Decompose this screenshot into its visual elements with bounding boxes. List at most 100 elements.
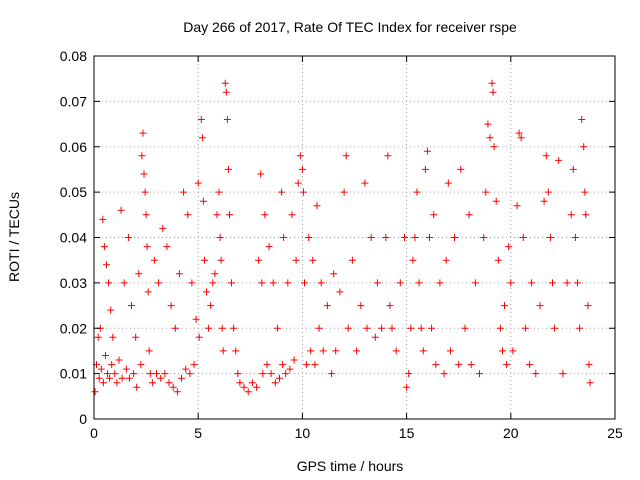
- data-point: [396, 279, 404, 287]
- data-point: [578, 116, 586, 123]
- data-point: [430, 211, 438, 219]
- data-point: [118, 374, 126, 382]
- data-point: [255, 256, 263, 264]
- data-point: [505, 243, 513, 251]
- data-point: [167, 302, 175, 310]
- data-point: [309, 256, 317, 264]
- data-point: [240, 383, 248, 391]
- data-point: [484, 120, 492, 128]
- data-point: [549, 279, 556, 287]
- data-point: [150, 256, 158, 264]
- data-point: [122, 365, 130, 373]
- data-point: [171, 324, 179, 332]
- data-point: [186, 370, 194, 378]
- data-point: [132, 333, 140, 341]
- data-point: [178, 374, 185, 382]
- data-point: [236, 379, 244, 387]
- data-point: [471, 279, 479, 287]
- data-point: [417, 324, 425, 332]
- data-point: [207, 302, 215, 310]
- data-point: [496, 324, 504, 332]
- data-point: [580, 143, 588, 151]
- data-point: [142, 211, 150, 219]
- grid-lines: [94, 56, 615, 419]
- data-point: [515, 129, 523, 137]
- data-point: [544, 188, 552, 196]
- data-point: [257, 170, 265, 178]
- data-point: [509, 347, 517, 355]
- data-point: [133, 383, 141, 391]
- data-point: [490, 143, 498, 151]
- data-point: [361, 179, 369, 187]
- data-point: [117, 206, 125, 214]
- data-point: [371, 333, 379, 341]
- data-point: [330, 270, 338, 278]
- y-axis-label: ROTI / TECUs: [6, 192, 22, 282]
- data-point: [288, 211, 296, 219]
- data-point: [403, 383, 411, 391]
- data-point: [163, 243, 171, 251]
- data-point: [201, 256, 208, 264]
- data-point: [428, 324, 436, 332]
- data-point: [353, 347, 361, 355]
- data-point: [284, 279, 292, 287]
- data-point: [409, 256, 417, 264]
- data-point: [157, 374, 165, 382]
- data-point: [323, 302, 331, 310]
- data-point: [190, 361, 198, 369]
- y-tick-label: 0.06: [60, 139, 87, 155]
- x-tick-label: 0: [90, 425, 98, 441]
- data-point: [517, 134, 525, 142]
- data-point: [536, 302, 544, 310]
- data-point: [139, 129, 147, 137]
- y-tick-label: 0.05: [60, 184, 87, 200]
- data-point: [332, 347, 340, 355]
- data-point: [423, 147, 431, 155]
- data-point: [244, 388, 252, 396]
- data-point: [109, 333, 117, 341]
- data-point: [234, 370, 242, 378]
- data-point: [446, 347, 454, 355]
- x-tick-label: 25: [607, 425, 623, 441]
- data-point: [494, 256, 502, 264]
- data-point: [192, 315, 200, 323]
- data-point: [388, 324, 396, 332]
- data-point: [513, 202, 521, 210]
- data-point: [348, 256, 356, 264]
- data-point: [188, 279, 196, 287]
- data-point: [392, 347, 400, 355]
- data-point: [219, 347, 227, 355]
- data-point: [175, 270, 183, 278]
- data-point: [111, 370, 119, 378]
- data-point: [486, 134, 494, 142]
- data-point: [221, 79, 229, 87]
- y-tick-label: 0: [79, 411, 87, 427]
- data-point: [258, 279, 266, 287]
- data-point: [282, 370, 290, 378]
- data-point: [113, 379, 121, 387]
- data-point: [141, 188, 149, 196]
- data-points: [91, 79, 594, 396]
- data-point: [267, 370, 275, 378]
- data-point: [138, 152, 146, 160]
- data-point: [279, 361, 287, 369]
- data-point: [128, 302, 135, 310]
- x-tick-label: 20: [503, 425, 519, 441]
- data-point: [307, 347, 315, 355]
- data-point: [165, 379, 173, 387]
- data-point: [567, 211, 575, 219]
- data-point: [140, 170, 148, 178]
- y-tick-labels: 0 0.01 0.02 0.03 0.04 0.05 0.06 0.07 0.08: [60, 48, 87, 427]
- data-point: [455, 361, 463, 369]
- data-point: [301, 279, 308, 287]
- data-point: [342, 152, 350, 160]
- x-tick-label: 10: [295, 425, 311, 441]
- data-point: [273, 324, 281, 332]
- data-point: [367, 234, 375, 241]
- data-point: [230, 324, 238, 332]
- data-point: [401, 234, 408, 241]
- data-point: [97, 365, 105, 373]
- data-point: [521, 324, 529, 332]
- data-point: [137, 361, 145, 369]
